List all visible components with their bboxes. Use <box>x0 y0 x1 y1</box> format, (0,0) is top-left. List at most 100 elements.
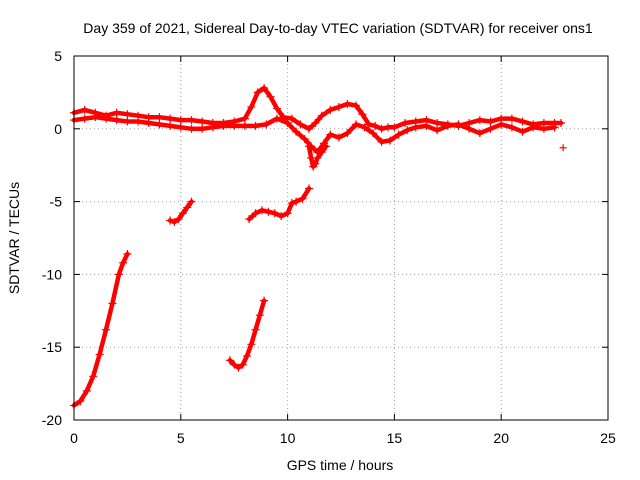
data-point <box>247 102 256 111</box>
data-point <box>292 197 301 206</box>
data-point <box>270 209 279 218</box>
data-point <box>322 142 331 151</box>
series-main-band-lower <box>70 113 559 157</box>
data-point <box>287 114 296 123</box>
data-point <box>260 296 269 305</box>
data-point <box>475 129 484 138</box>
y-tick-labels: 5 0 -5 -10 -15 -20 <box>42 48 62 428</box>
y-tick-label: -5 <box>50 194 63 210</box>
series-arc-8h-mid <box>245 184 313 224</box>
data-point <box>518 127 527 136</box>
data-point <box>240 121 249 130</box>
x-tick-labels: 0 5 10 15 20 25 <box>70 430 616 446</box>
data-point <box>377 124 386 133</box>
series-dip-11h <box>304 142 331 171</box>
data-point <box>364 120 373 129</box>
data-point <box>176 123 185 132</box>
data-point <box>80 105 89 114</box>
data-point <box>240 114 249 123</box>
y-tick-label: 0 <box>54 121 62 137</box>
data-point <box>251 209 260 218</box>
data-point <box>89 372 98 381</box>
data-point <box>386 136 395 145</box>
data-point <box>112 116 121 125</box>
data-point <box>401 118 410 127</box>
data-point <box>119 258 128 267</box>
data-point <box>422 121 431 130</box>
data-point <box>507 114 516 123</box>
data-point <box>266 92 275 101</box>
data-point <box>166 216 175 225</box>
data-point <box>283 118 292 127</box>
data-point <box>134 117 143 126</box>
data-point <box>260 84 269 93</box>
data-point <box>507 123 516 132</box>
axis-ticks <box>73 55 609 421</box>
data-point <box>187 124 196 133</box>
data-point <box>166 121 175 130</box>
data-point <box>343 100 352 109</box>
data-point <box>360 123 369 132</box>
data-point <box>155 120 164 129</box>
data-point <box>529 123 538 132</box>
data-point <box>144 118 153 127</box>
data-point <box>166 114 175 123</box>
data-points <box>70 84 567 410</box>
data-point <box>255 311 264 320</box>
data-point <box>251 121 260 130</box>
data-point <box>371 121 380 130</box>
data-point <box>433 118 442 127</box>
y-tick-label: -20 <box>42 412 62 428</box>
data-point <box>358 110 367 119</box>
plot-frame <box>73 55 609 421</box>
data-point <box>317 111 326 120</box>
data-point <box>272 104 281 113</box>
data-point <box>245 215 254 224</box>
data-point <box>539 124 548 133</box>
data-point <box>219 121 228 130</box>
data-point <box>183 203 192 212</box>
data-point <box>225 356 234 365</box>
data-point <box>243 351 252 360</box>
data-point <box>170 217 179 226</box>
data-point <box>283 209 292 218</box>
data-point <box>176 116 185 125</box>
data-point <box>95 350 104 359</box>
x-axis-label: GPS time / hours <box>287 457 394 473</box>
y-tick-label: -10 <box>42 266 62 282</box>
data-point <box>497 120 506 129</box>
x-tick-label: 20 <box>493 430 509 446</box>
data-point <box>433 126 442 135</box>
y-tick-label: -15 <box>42 339 62 355</box>
data-point <box>296 120 305 129</box>
data-point <box>486 124 495 133</box>
series-arc-4h-short <box>166 197 196 226</box>
chart-title: Day 359 of 2021, Sidereal Day-to-day VTE… <box>83 20 593 36</box>
data-point <box>251 325 260 334</box>
data-point <box>351 120 360 129</box>
data-point <box>454 120 463 129</box>
data-point <box>187 116 196 125</box>
data-point <box>277 212 286 221</box>
data-point <box>114 270 123 279</box>
data-point <box>257 206 266 215</box>
data-point <box>369 129 378 138</box>
x-tick-label: 25 <box>600 430 616 446</box>
data-point <box>230 121 239 130</box>
data-point <box>76 397 85 406</box>
data-point <box>550 123 559 132</box>
outlier-points <box>559 144 567 152</box>
data-point <box>230 360 239 369</box>
data-point <box>304 184 313 193</box>
data-point <box>311 159 320 168</box>
x-tick-label: 15 <box>387 430 403 446</box>
y-axis-label: SDTVAR / TECUs <box>6 182 22 294</box>
data-point <box>247 340 256 349</box>
data-point <box>411 123 420 132</box>
data-point <box>343 129 352 138</box>
data-point <box>155 113 164 122</box>
data-point <box>394 130 403 139</box>
data-point <box>264 207 273 216</box>
